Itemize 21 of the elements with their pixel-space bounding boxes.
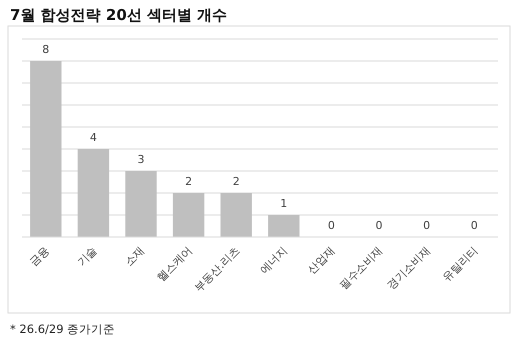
bar: [268, 215, 300, 237]
chart-title: 7월 합성전략 20선 섹터별 개수: [10, 6, 228, 24]
data-label: 8: [42, 43, 50, 56]
data-label: 2: [232, 175, 240, 188]
data-label: 2: [185, 175, 192, 188]
data-label: 1: [280, 197, 288, 210]
data-label: 0: [376, 219, 382, 232]
x-tick-label: 소재: [122, 244, 148, 269]
x-tick-label: 금융: [27, 244, 52, 269]
data-label: 0: [423, 219, 430, 232]
data-label: 4: [90, 131, 97, 144]
x-tick-label: 기술: [74, 244, 100, 269]
data-label: 0: [470, 219, 478, 232]
bar: [30, 61, 62, 237]
text: * 26.6/29 종가기준: [10, 322, 116, 336]
bar: [220, 193, 252, 237]
data-label: 0: [328, 219, 335, 232]
data-label: 3: [138, 153, 144, 166]
bar: [78, 149, 110, 237]
bar: [125, 171, 157, 237]
bar: [172, 193, 204, 237]
